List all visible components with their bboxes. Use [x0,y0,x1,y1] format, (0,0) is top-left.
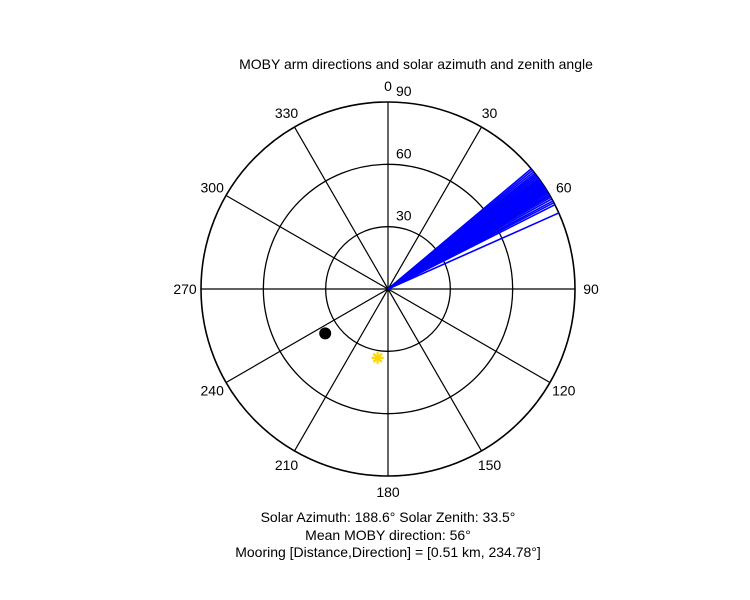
ring-60 [262,163,514,415]
sun-marker-center [374,354,381,361]
ring-30 [325,226,451,352]
moby-arm-directions [387,168,560,290]
angle-tick-label-270: 270 [173,281,197,297]
mooring-line: Mooring [Distance,Direction] = [0.51 km,… [235,544,541,560]
radial-tick-label-90: 90 [396,83,412,99]
angle-tick-label-180: 180 [376,484,400,500]
radial-tick-label-60: 60 [396,145,412,161]
arm-direction-line-29 [387,212,560,290]
solar-summary-line: Solar Azimuth: 188.6° Solar Zenith: 33.5… [260,509,516,525]
markers [319,327,384,364]
polar-labels: 0 30 60 90 120 150 180 210 240 270 300 330 30 60 90 [173,78,599,500]
angle-tick-label-90: 90 [583,281,599,297]
angle-tick-label-120: 120 [552,383,576,399]
angle-tick-label-150: 150 [478,457,502,473]
ring-90 [200,101,576,477]
angle-tick-label-240: 240 [201,383,225,399]
angle-tick-label-60: 60 [556,180,572,196]
chart-title: MOBY arm directions and solar azimuth an… [239,56,593,72]
radial-tick-label-30: 30 [396,208,412,224]
sun-marker [371,351,384,364]
moby-direction-line: Mean MOBY direction: 56° [305,527,471,543]
angle-tick-label-30: 30 [482,105,498,121]
angle-tick-label-330: 330 [275,105,299,121]
mooring-marker [319,327,332,340]
arm-direction-line-28 [387,203,556,290]
angle-tick-label-210: 210 [275,457,299,473]
angle-tick-label-0: 0 [384,78,392,94]
angle-tick-label-300: 300 [201,180,225,196]
